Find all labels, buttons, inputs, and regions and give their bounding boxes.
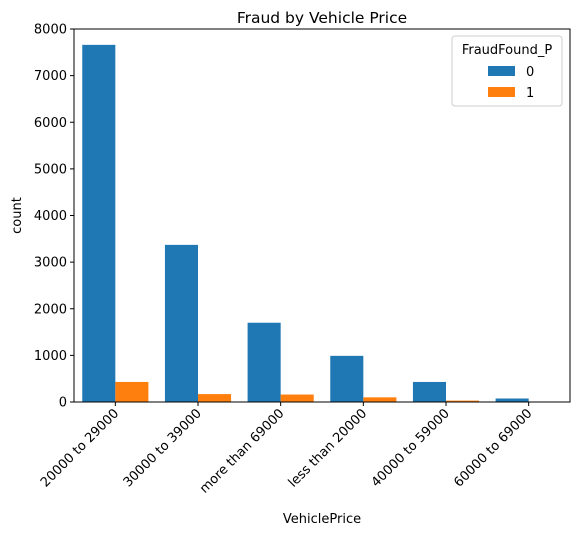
bar-series-0-2 — [247, 322, 281, 402]
x-tick-label-5: 60000 to 69000 — [451, 406, 535, 490]
x-tick-label-4: 40000 to 59000 — [369, 406, 453, 490]
x-tick-label-2: more than 69000 — [197, 406, 287, 496]
bar-series-0-5 — [495, 398, 529, 402]
legend: FraudFound_P 0 1 — [451, 35, 563, 107]
y-tick-label-5: 5000 — [34, 162, 67, 177]
legend-swatch-0 — [488, 66, 515, 76]
bar-series-0-3 — [330, 355, 364, 402]
bar-series-0-1 — [164, 244, 198, 402]
x-tick-label-1: 30000 to 39000 — [121, 406, 205, 490]
y-tick-label-6: 6000 — [34, 116, 67, 131]
y-tick-label-4: 4000 — [34, 209, 67, 224]
x-tick-label-3: less than 20000 — [286, 406, 370, 490]
bar-series-0-0 — [82, 44, 116, 402]
bar-series-1-1 — [198, 394, 232, 402]
legend-label-1: 1 — [526, 86, 534, 101]
y-tick-label-3: 3000 — [34, 256, 67, 271]
bar-series-1-4 — [446, 400, 480, 402]
y-tick-label-1: 1000 — [34, 349, 67, 364]
x-tick-label-0: 20000 to 29000 — [38, 406, 122, 490]
chart-title: Fraud by Vehicle Price — [237, 9, 407, 27]
y-axis-label: count — [10, 197, 25, 234]
x-axis-label: VehiclePrice — [283, 512, 361, 527]
y-tick-label-2: 2000 — [34, 302, 67, 317]
y-tick-label-0: 0 — [59, 396, 67, 411]
y-tick-label-7: 7000 — [34, 69, 67, 84]
legend-label-0: 0 — [526, 65, 534, 80]
y-axis: 0 1000 2000 3000 4000 5000 6000 7000 8000 — [34, 23, 74, 411]
y-tick-label-8: 8000 — [34, 23, 67, 38]
legend-title: FraudFound_P — [462, 43, 553, 58]
bar-series-1-2 — [280, 394, 314, 402]
bar-series-1-0 — [115, 381, 149, 402]
legend-swatch-1 — [488, 87, 515, 97]
bars-group — [82, 44, 529, 402]
bar-series-0-4 — [412, 381, 446, 402]
plot-frame — [73, 28, 571, 403]
bar-series-1-3 — [363, 397, 397, 402]
